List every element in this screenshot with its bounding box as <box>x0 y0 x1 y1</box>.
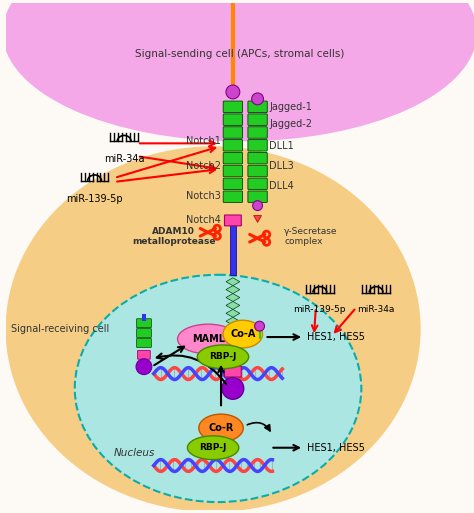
Text: miR-139-5p: miR-139-5p <box>66 194 123 204</box>
Text: DLL4: DLL4 <box>269 181 294 191</box>
FancyBboxPatch shape <box>223 340 243 352</box>
FancyBboxPatch shape <box>223 127 243 138</box>
Polygon shape <box>226 309 240 317</box>
FancyBboxPatch shape <box>223 165 243 177</box>
FancyBboxPatch shape <box>223 101 243 112</box>
Text: RBP-J: RBP-J <box>200 443 227 452</box>
Text: DLL1: DLL1 <box>269 141 294 151</box>
FancyBboxPatch shape <box>223 178 243 190</box>
Text: Notch3: Notch3 <box>186 191 221 201</box>
Polygon shape <box>226 278 240 286</box>
Ellipse shape <box>6 146 420 512</box>
Text: HES1, HES5: HES1, HES5 <box>307 443 365 452</box>
Circle shape <box>255 321 264 331</box>
FancyBboxPatch shape <box>223 152 243 164</box>
Text: Signal-receiving cell: Signal-receiving cell <box>11 324 109 334</box>
Text: miR-34a: miR-34a <box>104 154 145 164</box>
FancyBboxPatch shape <box>225 366 241 377</box>
Circle shape <box>253 201 263 210</box>
Text: DLL3: DLL3 <box>269 161 294 171</box>
Ellipse shape <box>178 324 239 354</box>
FancyBboxPatch shape <box>137 319 151 328</box>
Text: ADAM10
metalloprotease: ADAM10 metalloprotease <box>132 227 215 246</box>
Polygon shape <box>226 286 240 293</box>
FancyBboxPatch shape <box>248 191 267 203</box>
Ellipse shape <box>75 275 361 502</box>
FancyBboxPatch shape <box>248 152 267 164</box>
FancyBboxPatch shape <box>137 329 151 338</box>
Text: Notch4: Notch4 <box>186 215 221 225</box>
Text: miR-34a: miR-34a <box>357 305 395 314</box>
Bar <box>230 225 236 275</box>
FancyBboxPatch shape <box>248 140 267 151</box>
FancyBboxPatch shape <box>248 101 267 112</box>
Text: HES1, HES5: HES1, HES5 <box>307 332 365 342</box>
Text: Notch2: Notch2 <box>186 161 221 171</box>
Text: Jagged-2: Jagged-2 <box>269 119 312 129</box>
Ellipse shape <box>197 345 249 369</box>
Text: Notch1: Notch1 <box>186 136 221 146</box>
Circle shape <box>226 85 240 99</box>
Ellipse shape <box>223 320 263 348</box>
Text: Co-A: Co-A <box>230 329 255 339</box>
FancyBboxPatch shape <box>225 215 241 226</box>
FancyBboxPatch shape <box>137 350 150 359</box>
FancyBboxPatch shape <box>223 114 243 125</box>
Polygon shape <box>254 215 262 223</box>
Circle shape <box>136 359 152 374</box>
FancyBboxPatch shape <box>223 352 243 364</box>
Text: Co-R: Co-R <box>209 423 234 433</box>
Bar <box>142 314 146 321</box>
FancyBboxPatch shape <box>248 178 267 190</box>
Text: Jagged-1: Jagged-1 <box>269 102 312 112</box>
FancyBboxPatch shape <box>137 339 151 347</box>
Polygon shape <box>226 302 240 309</box>
FancyBboxPatch shape <box>248 127 267 138</box>
Text: RBP-J: RBP-J <box>210 352 237 361</box>
Ellipse shape <box>199 414 243 442</box>
Text: miR-139-5p: miR-139-5p <box>293 305 346 314</box>
Circle shape <box>222 378 244 399</box>
FancyBboxPatch shape <box>248 114 267 125</box>
Text: MAML: MAML <box>191 334 225 344</box>
FancyBboxPatch shape <box>223 140 243 151</box>
Text: Signal-sending cell (APCs, stromal cells): Signal-sending cell (APCs, stromal cells… <box>135 49 345 60</box>
FancyBboxPatch shape <box>248 165 267 177</box>
Ellipse shape <box>3 0 474 142</box>
Circle shape <box>252 93 264 105</box>
Text: γ-Secretase
complex: γ-Secretase complex <box>284 227 338 246</box>
Polygon shape <box>226 293 240 302</box>
Ellipse shape <box>187 436 239 460</box>
Text: Nucleus: Nucleus <box>113 448 155 458</box>
FancyBboxPatch shape <box>223 191 243 203</box>
FancyBboxPatch shape <box>223 328 243 340</box>
Polygon shape <box>226 317 240 325</box>
